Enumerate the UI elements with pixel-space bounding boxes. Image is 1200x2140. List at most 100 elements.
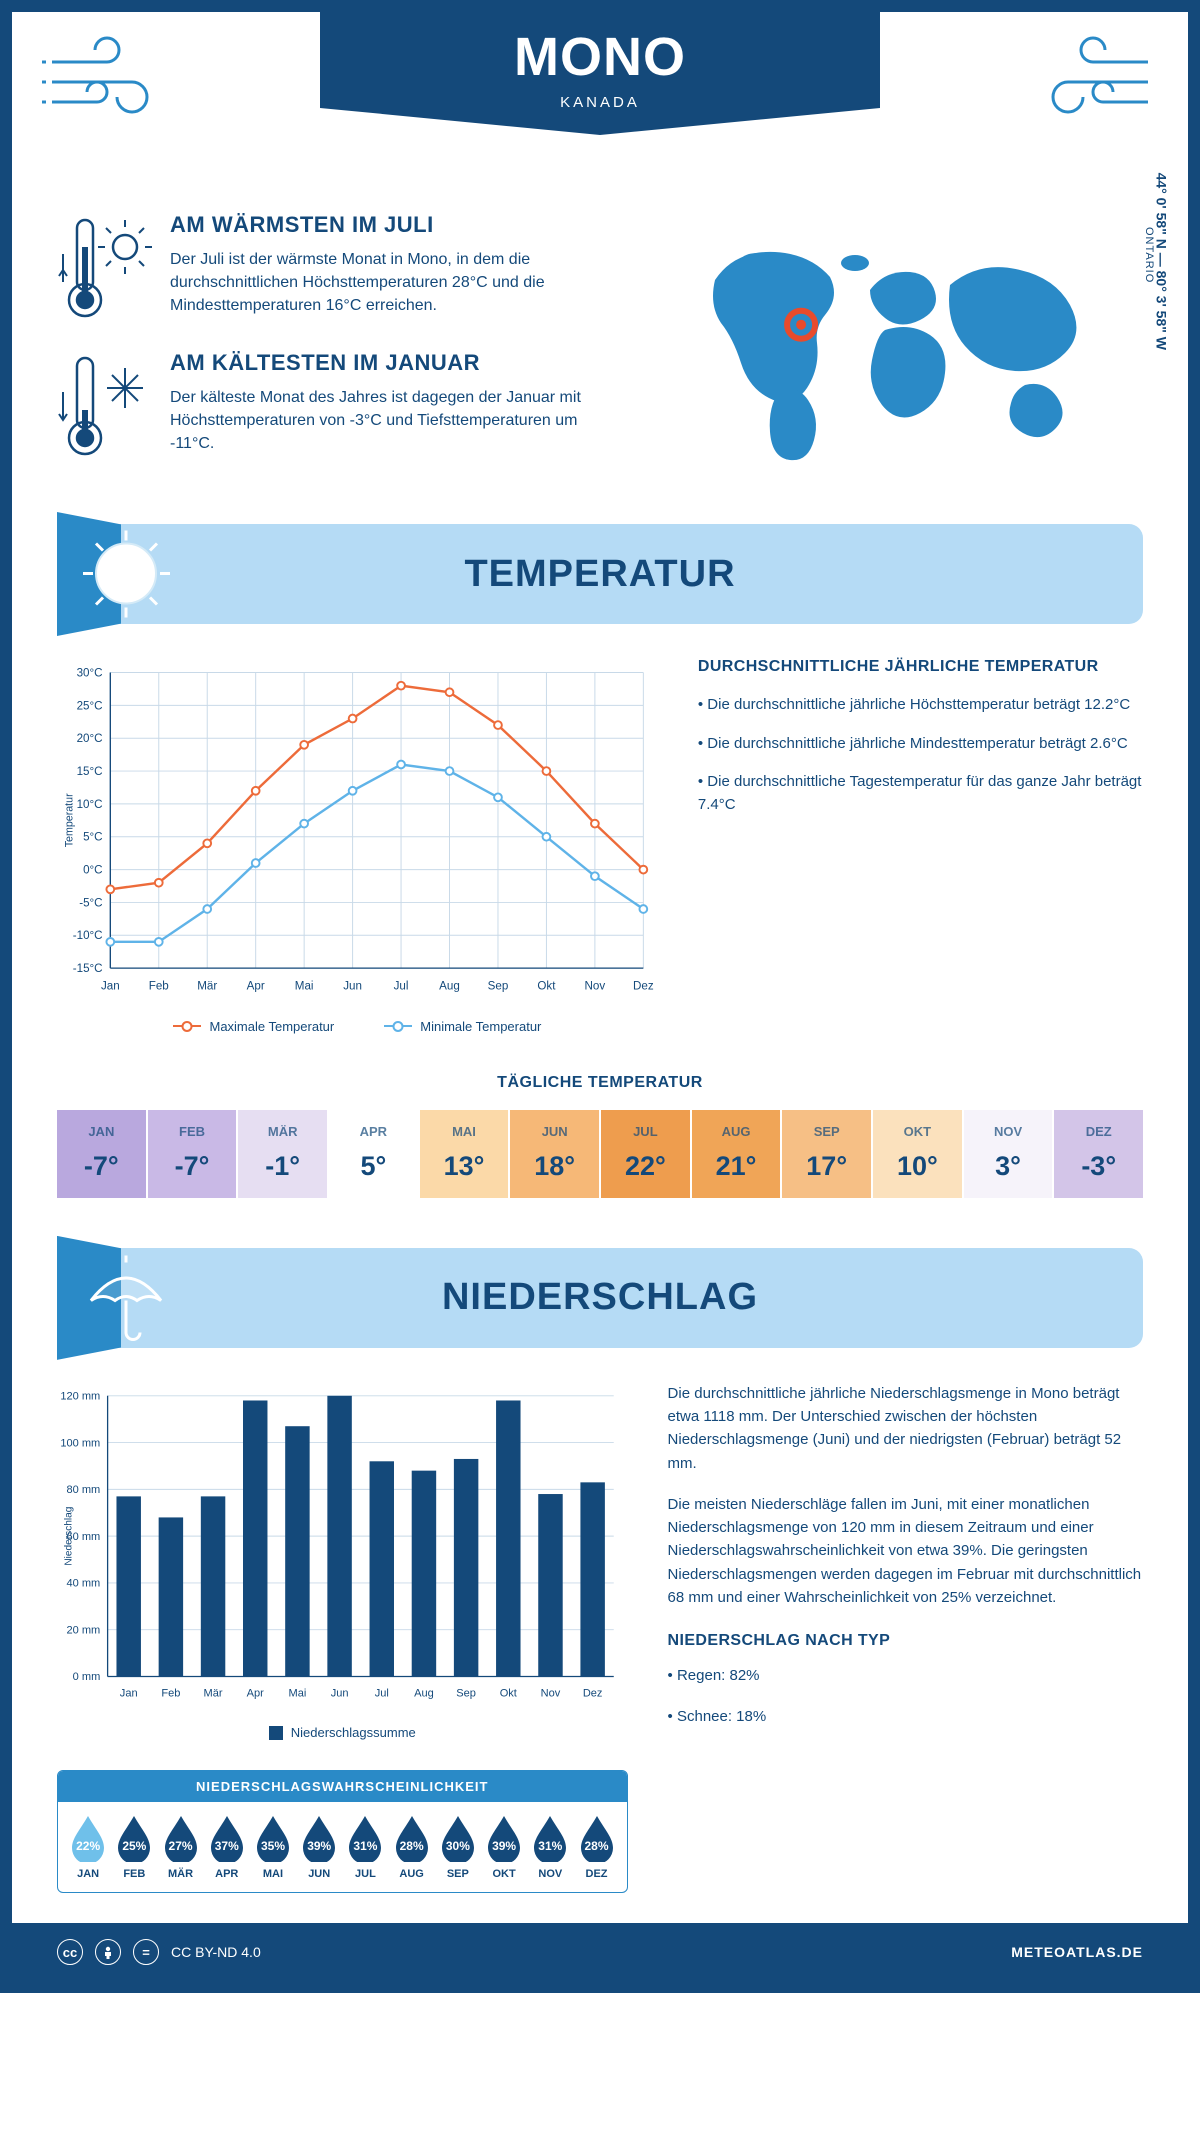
daily-temperature-table: JAN-7°FEB-7°MÄR-1°APR5°MAI13°JUN18°JUL22…: [57, 1110, 1143, 1198]
prob-cell: 35%MAI: [251, 1814, 295, 1880]
fact-coldest: AM KÄLTESTEN IM JANUAR Der kälteste Mona…: [57, 350, 616, 460]
facts-column: AM WÄRMSTEN IM JULI Der Juli ist der wär…: [57, 212, 616, 488]
thermometer-hot-icon: [57, 212, 152, 322]
svg-text:Feb: Feb: [161, 1688, 180, 1700]
daily-cell: NOV3°: [964, 1110, 1053, 1198]
svg-text:Temperatur: Temperatur: [64, 793, 76, 847]
footer: cc = CC BY-ND 4.0 METEOATLAS.DE: [12, 1923, 1188, 1981]
svg-text:Jul: Jul: [394, 979, 409, 992]
prob-cell: 39%JUN: [297, 1814, 341, 1880]
license-label: CC BY-ND 4.0: [171, 1944, 261, 1960]
svg-text:Feb: Feb: [149, 979, 169, 992]
svg-text:Jul: Jul: [375, 1688, 389, 1700]
map-column: ONTARIO 44° 0' 58" N — 80° 3' 58" W: [656, 212, 1143, 488]
temperature-info: DURCHSCHNITTLICHE JÄHRLICHE TEMPERATUR •…: [698, 658, 1143, 1034]
svg-text:-15°C: -15°C: [73, 962, 103, 975]
info-bullet: • Die durchschnittliche jährliche Höchst…: [698, 694, 1143, 717]
wind-icon: [1028, 32, 1158, 132]
fact-title: AM WÄRMSTEN IM JULI: [170, 212, 616, 238]
daily-cell: OKT10°: [873, 1110, 962, 1198]
city-name: MONO: [320, 26, 880, 88]
umbrella-icon: [79, 1250, 174, 1345]
section-header-temperature: TEMPERATUR: [57, 524, 1143, 624]
svg-text:Aug: Aug: [439, 979, 460, 992]
daily-temp-title: TÄGLICHE TEMPERATUR: [57, 1074, 1143, 1092]
svg-text:Dez: Dez: [583, 1688, 603, 1700]
fact-warmest: AM WÄRMSTEN IM JULI Der Juli ist der wär…: [57, 212, 616, 322]
svg-text:Mär: Mär: [197, 979, 217, 992]
precip-probability-box: NIEDERSCHLAGSWAHRSCHEINLICHKEIT 22%JAN25…: [57, 1770, 628, 1893]
nd-icon: =: [133, 1939, 159, 1965]
temperature-line-chart: -15°C-10°C-5°C0°C5°C10°C15°C20°C25°C30°C…: [57, 658, 658, 1034]
prob-title: NIEDERSCHLAGSWAHRSCHEINLICHKEIT: [58, 1771, 627, 1802]
precip-type-item: • Regen: 82%: [668, 1664, 1143, 1687]
svg-text:120 mm: 120 mm: [60, 1390, 100, 1402]
prob-cell: 28%DEZ: [574, 1814, 618, 1880]
coords-label: 44° 0' 58" N — 80° 3' 58" W: [1153, 173, 1169, 350]
prob-cell: 28%AUG: [390, 1814, 434, 1880]
daily-cell: AUG21°: [692, 1110, 781, 1198]
svg-text:80 mm: 80 mm: [67, 1484, 101, 1496]
info-title: DURCHSCHNITTLICHE JÄHRLICHE TEMPERATUR: [698, 658, 1143, 676]
thermometer-cold-icon: [57, 350, 152, 460]
svg-text:Jun: Jun: [331, 1688, 349, 1700]
svg-text:Aug: Aug: [414, 1688, 434, 1700]
svg-text:Niederschlag: Niederschlag: [64, 1507, 75, 1566]
svg-text:Dez: Dez: [633, 979, 654, 992]
svg-text:10°C: 10°C: [77, 798, 103, 811]
svg-text:Mai: Mai: [295, 979, 314, 992]
svg-text:30°C: 30°C: [77, 666, 103, 679]
prob-cell: 27%MÄR: [158, 1814, 202, 1880]
svg-text:Apr: Apr: [247, 1688, 264, 1700]
prob-cell: 25%FEB: [112, 1814, 156, 1880]
svg-text:20°C: 20°C: [77, 732, 103, 745]
svg-text:Nov: Nov: [541, 1688, 561, 1700]
svg-text:Nov: Nov: [585, 979, 606, 992]
svg-text:Mär: Mär: [204, 1688, 223, 1700]
daily-cell: SEP17°: [782, 1110, 871, 1198]
svg-text:40 mm: 40 mm: [67, 1577, 101, 1589]
svg-text:Okt: Okt: [537, 979, 556, 992]
svg-text:-10°C: -10°C: [73, 929, 103, 942]
section-title: NIEDERSCHLAG: [442, 1276, 758, 1319]
prob-cell: 31%NOV: [528, 1814, 572, 1880]
header: MONO KANADA: [12, 12, 1188, 192]
svg-text:-5°C: -5°C: [79, 896, 102, 909]
precip-paragraph: Die durchschnittliche jährliche Niedersc…: [668, 1382, 1143, 1475]
svg-text:15°C: 15°C: [77, 765, 103, 778]
svg-text:Sep: Sep: [456, 1688, 476, 1700]
prob-cell: 37%APR: [205, 1814, 249, 1880]
sun-icon: [79, 527, 174, 622]
prob-cell: 30%SEP: [436, 1814, 480, 1880]
svg-text:Jan: Jan: [120, 1688, 138, 1700]
svg-text:Jun: Jun: [343, 979, 362, 992]
country-name: KANADA: [320, 94, 880, 111]
daily-cell: JUN18°: [510, 1110, 599, 1198]
site-label: METEOATLAS.DE: [1011, 1944, 1143, 1960]
svg-text:Sep: Sep: [488, 979, 509, 992]
cc-icon: cc: [57, 1939, 83, 1965]
precip-type-item: • Schnee: 18%: [668, 1705, 1143, 1728]
wind-icon: [42, 32, 172, 132]
precip-type-title: NIEDERSCHLAG NACH TYP: [668, 1629, 1143, 1654]
svg-text:Okt: Okt: [500, 1688, 517, 1700]
precip-text-column: Die durchschnittliche jährliche Niedersc…: [668, 1382, 1143, 1893]
svg-text:5°C: 5°C: [83, 831, 102, 844]
fact-text: Der Juli ist der wärmste Monat in Mono, …: [170, 248, 616, 318]
legend-label: Minimale Temperatur: [420, 1019, 541, 1034]
daily-cell: JUL22°: [601, 1110, 690, 1198]
precipitation-bar-chart: 0 mm20 mm40 mm60 mm80 mm100 mm120 mmJanF…: [57, 1382, 628, 1713]
daily-cell: JAN-7°: [57, 1110, 146, 1198]
legend-label: Maximale Temperatur: [209, 1019, 334, 1034]
daily-cell: FEB-7°: [148, 1110, 237, 1198]
prob-cell: 22%JAN: [66, 1814, 110, 1880]
chart-legend: Maximale Temperatur Minimale Temperatur: [57, 1019, 658, 1034]
chart-legend: Niederschlagssumme: [57, 1725, 628, 1740]
page-frame: MONO KANADA: [0, 0, 1200, 1993]
prob-cell: 39%OKT: [482, 1814, 526, 1880]
section-header-precip: NIEDERSCHLAG: [57, 1248, 1143, 1348]
daily-cell: DEZ-3°: [1054, 1110, 1143, 1198]
svg-text:100 mm: 100 mm: [60, 1437, 100, 1449]
daily-cell: MÄR-1°: [238, 1110, 327, 1198]
section-title: TEMPERATUR: [464, 553, 735, 596]
